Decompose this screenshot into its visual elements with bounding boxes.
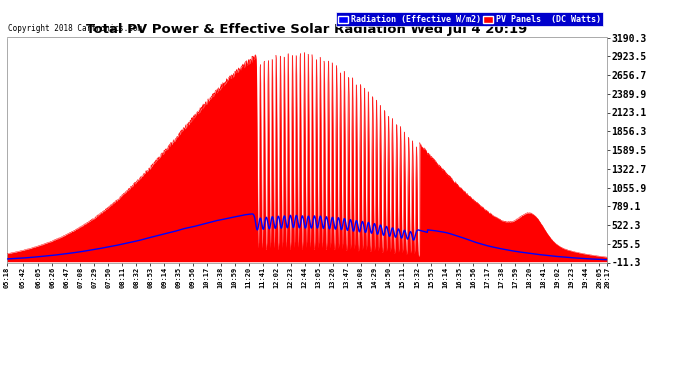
Title: Total PV Power & Effective Solar Radiation Wed Jul 4 20:19: Total PV Power & Effective Solar Radiati… <box>86 23 528 36</box>
Legend: Radiation (Effective W/m2), PV Panels  (DC Watts): Radiation (Effective W/m2), PV Panels (D… <box>335 12 603 26</box>
Text: Copyright 2018 Cartronics.com: Copyright 2018 Cartronics.com <box>8 24 141 33</box>
